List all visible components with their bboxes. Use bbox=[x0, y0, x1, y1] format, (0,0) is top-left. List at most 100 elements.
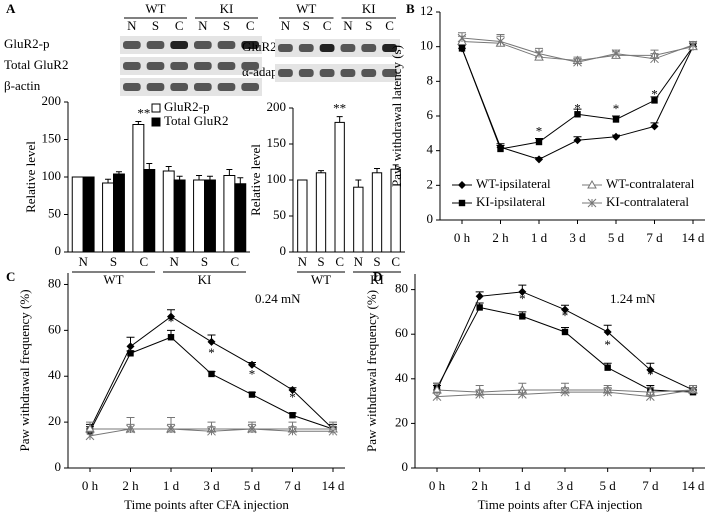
x-tick-label: N bbox=[78, 254, 88, 269]
panel-label: D bbox=[373, 269, 382, 284]
significance: * bbox=[647, 367, 654, 382]
legend-label: KI-ipsilateral bbox=[476, 194, 546, 209]
blot-band bbox=[123, 62, 141, 70]
y-tick-label: 0 bbox=[55, 243, 62, 258]
blot-lane-label: S bbox=[223, 18, 230, 33]
marker bbox=[535, 138, 543, 146]
marker bbox=[207, 426, 216, 436]
marker bbox=[476, 304, 483, 311]
marker bbox=[497, 145, 504, 153]
y-tick-label: 150 bbox=[267, 135, 287, 150]
blot-lane-label: C bbox=[385, 18, 394, 33]
x-tick-label: 3 d bbox=[203, 478, 220, 493]
marker bbox=[167, 312, 175, 321]
x-tick-label: 5 d bbox=[600, 478, 617, 493]
legend-label: WT-ipsilateral bbox=[476, 176, 551, 191]
blot-band bbox=[146, 62, 165, 70]
marker bbox=[328, 426, 338, 436]
y-tick-label: 40 bbox=[48, 367, 61, 382]
y-axis-label: Paw withdrawal frequency (%) bbox=[17, 289, 32, 451]
marker bbox=[688, 40, 698, 50]
blot-band bbox=[170, 62, 188, 70]
blot-strip bbox=[120, 36, 262, 54]
blot-lane-label: S bbox=[303, 18, 310, 33]
error-bar bbox=[336, 116, 343, 123]
error-bar bbox=[115, 171, 122, 174]
marker bbox=[573, 57, 582, 67]
blot-band bbox=[382, 69, 397, 77]
error-bar bbox=[355, 179, 362, 188]
significance: ** bbox=[333, 101, 346, 116]
marker bbox=[612, 116, 620, 123]
marker bbox=[457, 33, 467, 43]
marker bbox=[587, 198, 597, 208]
error-bar bbox=[392, 164, 399, 170]
x-tick-label: N bbox=[354, 254, 364, 269]
blot-row-label: GluR2-p bbox=[4, 36, 50, 51]
blot-group-label: KI bbox=[220, 1, 234, 16]
x-tick-label: 7 d bbox=[284, 478, 301, 493]
marker bbox=[535, 155, 543, 164]
bar bbox=[143, 169, 156, 253]
y-tick-label: 100 bbox=[267, 171, 287, 186]
marker bbox=[645, 392, 655, 401]
blot-band bbox=[170, 41, 188, 49]
marker bbox=[167, 334, 175, 341]
significance: * bbox=[562, 308, 569, 323]
significance: ** bbox=[137, 105, 150, 120]
blot-band bbox=[361, 44, 377, 52]
blot-band bbox=[146, 41, 165, 49]
blot-band bbox=[146, 83, 165, 91]
blot-lane-label: S bbox=[365, 18, 372, 33]
blot-band bbox=[170, 83, 188, 91]
y-tick-label: 50 bbox=[48, 205, 61, 220]
annotation: 0.24 mN bbox=[255, 291, 301, 306]
x-tick-label: C bbox=[139, 254, 148, 269]
y-tick-label: 0 bbox=[55, 459, 62, 474]
significance: * bbox=[289, 390, 296, 405]
marker bbox=[126, 342, 135, 351]
blot-strip bbox=[275, 64, 400, 82]
error-bar bbox=[206, 175, 213, 180]
y-tick-label: 200 bbox=[267, 99, 287, 114]
x-tick-label: 1 d bbox=[163, 478, 180, 493]
y-tick-label: 6 bbox=[427, 107, 434, 122]
bar bbox=[162, 170, 175, 253]
x-tick-label: 1 d bbox=[514, 478, 531, 493]
significance: * bbox=[536, 124, 543, 139]
y-tick-label: 10 bbox=[420, 38, 433, 53]
blot-lane-label: S bbox=[152, 18, 159, 33]
marker bbox=[208, 370, 215, 378]
blot-row-label: Total GluR2 bbox=[4, 57, 68, 72]
panel-label: A bbox=[6, 1, 16, 16]
bar bbox=[353, 186, 364, 253]
blot-strip bbox=[275, 39, 400, 57]
blot-row-label: β-actin bbox=[4, 78, 41, 93]
x-tick-label: 14 d bbox=[682, 230, 705, 245]
blot-band bbox=[217, 83, 236, 91]
bar bbox=[315, 172, 327, 253]
x-tick-label: S bbox=[317, 254, 324, 269]
x-tick-label: 3 d bbox=[557, 478, 574, 493]
x-tick-label: 14 d bbox=[682, 478, 705, 493]
marker bbox=[519, 313, 526, 320]
marker bbox=[288, 386, 297, 394]
marker bbox=[496, 37, 505, 46]
x-tick-label: 1 d bbox=[531, 230, 548, 245]
blot-strip bbox=[120, 57, 262, 75]
marker bbox=[611, 49, 621, 58]
marker bbox=[85, 431, 95, 441]
bar bbox=[223, 175, 236, 253]
significance: * bbox=[574, 100, 581, 115]
bar bbox=[371, 172, 383, 253]
blot-band bbox=[217, 41, 236, 49]
x-tick-label: N bbox=[298, 254, 308, 269]
marker bbox=[288, 426, 297, 436]
blot-band bbox=[361, 69, 377, 77]
marker bbox=[475, 292, 484, 301]
marker bbox=[650, 122, 659, 131]
group-label: KI bbox=[370, 272, 384, 287]
y-axis-label: Paw withdrawal latency (s) bbox=[389, 45, 404, 187]
x-tick-label: 0 h bbox=[454, 230, 471, 245]
